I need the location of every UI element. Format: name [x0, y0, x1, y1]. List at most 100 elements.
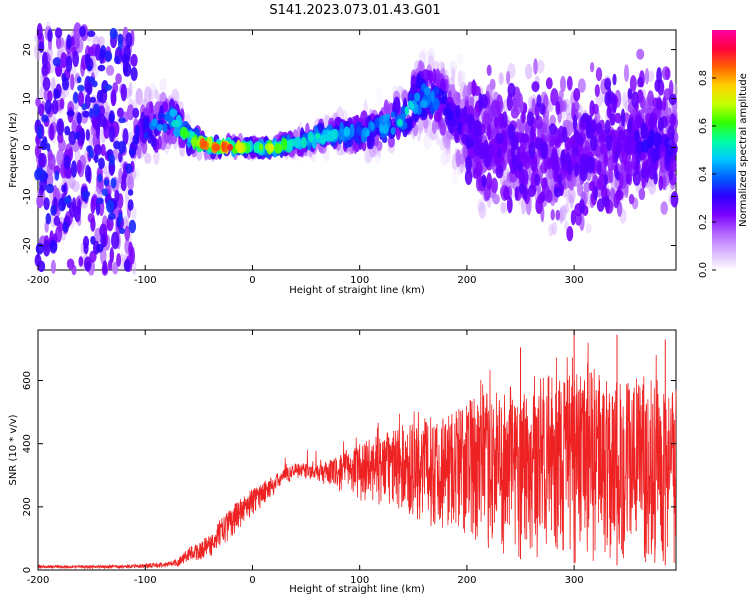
snr-y-tick-label: 0 [22, 567, 33, 573]
spectrogram-cell [82, 110, 90, 118]
spectrogram-cell [72, 50, 79, 68]
spectrogram-cell [449, 60, 458, 75]
spectrogram-cell [478, 202, 487, 219]
colorbar: 0.0 0.2 0.4 0.6 0.8 Normalized spectral ampl… [698, 30, 749, 278]
spectrogram-cell [81, 103, 88, 111]
spectrogram-cell [632, 170, 641, 186]
spectrogram-cell [595, 122, 603, 135]
spectrogram-cell [258, 143, 264, 151]
spectrogram-cell [370, 122, 375, 130]
spectrogram-cell [169, 108, 178, 117]
spectrogram-cell [576, 182, 584, 197]
spectrogram-cell [60, 52, 68, 69]
spectrogram-cell [110, 89, 117, 107]
spectrogram-cell [412, 112, 419, 122]
spectrogram-x-tick-label: 100 [350, 275, 369, 286]
spectrogram-cell [89, 107, 94, 119]
spectrogram-cell [468, 115, 473, 133]
spectrogram-y-tick-label: -20 [22, 237, 33, 253]
spectrogram-y-label: Frequency (Hz) [8, 112, 19, 188]
spectrogram-cell [108, 125, 115, 143]
spectrogram-cell [44, 99, 52, 115]
spectrogram-cell [596, 160, 602, 176]
spectrogram-cell [617, 185, 622, 196]
spectrogram-cell [156, 123, 163, 132]
spectrogram-cell [96, 243, 104, 253]
spectrogram-cell [390, 111, 396, 118]
spectrogram-cell [97, 173, 103, 183]
spectrogram-cell [97, 64, 106, 72]
spectrogram-cell [38, 103, 45, 117]
spectrogram-cell [565, 137, 572, 152]
spectrogram-cell [121, 173, 127, 184]
spectrogram-cell [623, 64, 630, 82]
spectrogram-cell [237, 142, 244, 154]
spectrogram-cell [55, 35, 62, 50]
spectrogram-cell [495, 165, 504, 179]
spectrogram-cell [36, 193, 44, 209]
spectrogram-cell [84, 53, 91, 67]
spectrogram-cell [120, 83, 128, 102]
spectrogram-cell [112, 261, 119, 275]
spectrogram-cell [227, 143, 233, 151]
spectrogram-cell [536, 59, 545, 74]
spectrogram-cell [47, 149, 53, 161]
spectrogram-cell [503, 186, 510, 201]
spectrogram-cell [51, 99, 59, 115]
spectrogram-x-tick-label: 0 [249, 275, 255, 286]
spectrogram-x-tick-label: -100 [134, 275, 157, 286]
spectrogram-cell [586, 115, 592, 133]
spectrogram-cell [506, 196, 513, 214]
snr-x-label: Height of straight line (km) [289, 584, 425, 595]
colorbar-tick-label: 0.8 [698, 70, 709, 86]
spectrogram-cell [627, 88, 633, 100]
spectrogram-cell [119, 227, 126, 235]
spectrogram-cell [607, 86, 612, 103]
spectrogram-cell [90, 235, 96, 245]
spectrogram-cell [89, 96, 96, 103]
spectrogram-cell [75, 38, 80, 49]
spectrogram-cell [118, 117, 126, 124]
spectrogram-cell [46, 173, 54, 188]
spectrogram-cell [100, 234, 107, 248]
spectrogram-cell [268, 143, 274, 152]
spectrogram-cell [628, 193, 635, 205]
spectrogram-cell [536, 184, 542, 196]
spectrogram-cell [529, 141, 536, 159]
spectrogram-cell [595, 67, 603, 82]
spectrogram-cell [109, 27, 118, 40]
spectrogram-cell [379, 123, 384, 133]
spectrogram-cell [50, 259, 57, 274]
spectrogram-cell [79, 26, 86, 37]
spectrogram-cell [85, 129, 91, 141]
spectrogram-cell [76, 112, 82, 125]
spectrogram-cell [521, 133, 530, 144]
spectrogram-cell [589, 100, 595, 117]
spectrogram-cell [478, 145, 487, 160]
spectrogram-cell [640, 122, 647, 140]
spectrogram-cell [507, 82, 516, 98]
spectrogram-cell [615, 170, 621, 181]
spectrogram-cell [55, 27, 63, 39]
spectrogram-cell [70, 160, 78, 178]
spectrogram-cell [47, 90, 53, 102]
spectrogram-cell [417, 120, 424, 134]
spectrogram-cell [501, 111, 508, 129]
spectrogram-cell [144, 86, 152, 104]
spectrogram-cell [629, 75, 637, 92]
spectrogram-cell [613, 149, 619, 164]
spectrogram-cell [649, 112, 656, 130]
spectrogram-cell [150, 134, 156, 148]
spectrogram-cell [560, 75, 566, 93]
spectrogram-cell [134, 125, 141, 138]
spectrogram-cell [529, 125, 535, 142]
colorbar-tick-label: 0.0 [698, 262, 709, 278]
spectrogram-cell [128, 241, 134, 257]
spectrogram-cell [656, 97, 663, 111]
spectrogram-cell [66, 34, 72, 50]
spectrogram-cell [338, 128, 346, 141]
spectrogram-cell [446, 108, 454, 121]
spectrogram-cell [404, 106, 410, 116]
